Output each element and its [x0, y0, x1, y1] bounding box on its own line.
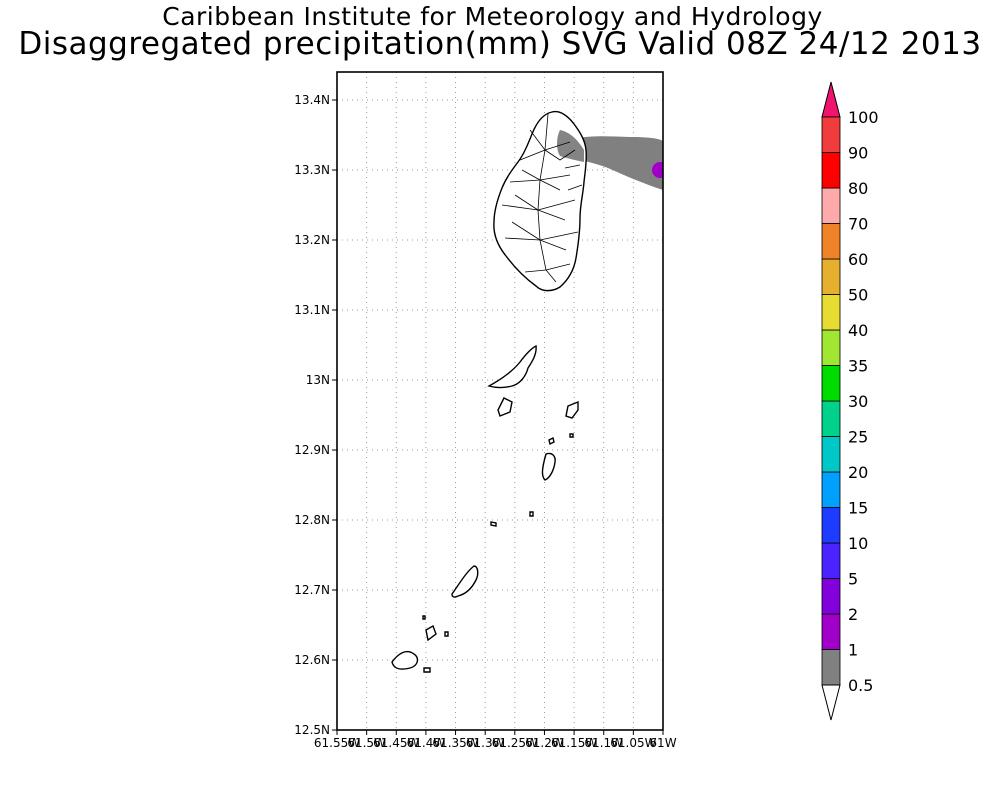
lon-tick-label: 61.4W [407, 736, 446, 750]
lat-tick-label: 12.8N [294, 513, 330, 527]
lat-tick-label: 12.7N [294, 583, 330, 597]
legend-color-box [821, 116, 841, 153]
legend-level-label: 40 [848, 321, 868, 340]
legend-color-box [821, 542, 841, 579]
legend-level-label: 10 [848, 534, 868, 553]
legend-level-label: 70 [848, 215, 868, 234]
precip-spot-moderate [652, 162, 663, 178]
legend-color-box [821, 613, 841, 650]
lat-tick-label: 12.9N [294, 443, 330, 457]
islands-grenadines [391, 344, 579, 673]
legend-level-label: 25 [848, 428, 868, 447]
lon-tick-label: 61.1W [584, 736, 623, 750]
island-small-4 [529, 511, 534, 517]
legend-level-label: 5 [848, 570, 858, 589]
legend-level-label: 2 [848, 605, 858, 624]
lat-tick-label: 12.6N [294, 653, 330, 667]
lon-tick-label: 61.3W [466, 736, 505, 750]
island-st-vincent [493, 110, 587, 292]
lat-tick-label: 13.1N [294, 303, 330, 317]
lon-tick-label: 61.45W [373, 736, 419, 750]
legend-color-box [821, 294, 841, 331]
lon-tick-label: 61.05W [610, 736, 656, 750]
lon-tick-label: 61.55W [314, 736, 360, 750]
island-small-7 [423, 667, 431, 673]
legend-above-triangle [821, 81, 841, 118]
island-union [451, 565, 479, 598]
lon-tick-label: 61.25W [492, 736, 538, 750]
legend-level-label: 50 [848, 286, 868, 305]
longitude-axis: 61.55W61.5W61.45W61.4W61.35W61.3W61.25W6… [314, 730, 677, 750]
island-small-2 [569, 433, 574, 438]
legend-color-box [821, 152, 841, 189]
legend-level-label: 15 [848, 499, 868, 518]
island-bequia-tail [497, 397, 513, 417]
lon-tick-label: 61.2W [525, 736, 564, 750]
legend-level-label: 35 [848, 357, 868, 376]
legend-color-box [821, 436, 841, 473]
legend-level-label: 20 [848, 463, 868, 482]
island-mustique [565, 400, 579, 419]
lat-tick-label: 13N [306, 373, 330, 387]
legend-level-label: 1 [848, 641, 858, 660]
legend-level-label: 100 [848, 108, 879, 127]
title-line-2: Disaggregated precipitation(mm) SVG Vali… [18, 26, 982, 62]
latitude-axis: 13.4N 13.3N 13.2N 13.1N 13N 12.9N 12.8N 12.7N 12… [294, 93, 337, 737]
island-small-5 [425, 624, 437, 642]
legend-level-label: 90 [848, 144, 868, 163]
legend-color-box [821, 329, 841, 366]
legend-color-box [821, 223, 841, 260]
watershed-dark-ne [557, 130, 584, 162]
legend-below-triangle [821, 684, 841, 721]
island-small-6 [444, 631, 449, 637]
map-frame [336, 71, 664, 731]
legend-level-label: 80 [848, 179, 868, 198]
island-bequia [487, 344, 537, 389]
lon-tick-label: 61.15W [551, 736, 597, 750]
legend-level-label: 0.5 [848, 676, 873, 695]
island-small-1 [548, 436, 555, 446]
lat-tick-label: 12.5N [294, 723, 330, 737]
island-canouan [541, 452, 556, 481]
lon-tick-label: 61.35W [432, 736, 478, 750]
island-small-3 [490, 521, 497, 527]
lon-tick-label: 61W [649, 736, 676, 750]
island-small-8 [422, 615, 426, 620]
legend-color-box [821, 507, 841, 544]
title-line-1: Caribbean Institute for Meteorology and … [162, 2, 823, 31]
legend-color-box [821, 258, 841, 295]
lat-tick-label: 13.2N [294, 233, 330, 247]
legend-color-box [821, 649, 841, 686]
island-carriacou [391, 650, 419, 670]
lon-tick-label: 61.5W [347, 736, 386, 750]
legend-level-label: 30 [848, 392, 868, 411]
lat-tick-label: 13.3N [294, 163, 330, 177]
watershed-lines [501, 113, 583, 283]
legend-color-box [821, 187, 841, 224]
legend-color-box [821, 365, 841, 402]
legend-color-box [821, 400, 841, 437]
lat-tick-label: 13.4N [294, 93, 330, 107]
legend-color-box [821, 471, 841, 508]
legend-level-label: 60 [848, 250, 868, 269]
legend-color-box [821, 578, 841, 615]
